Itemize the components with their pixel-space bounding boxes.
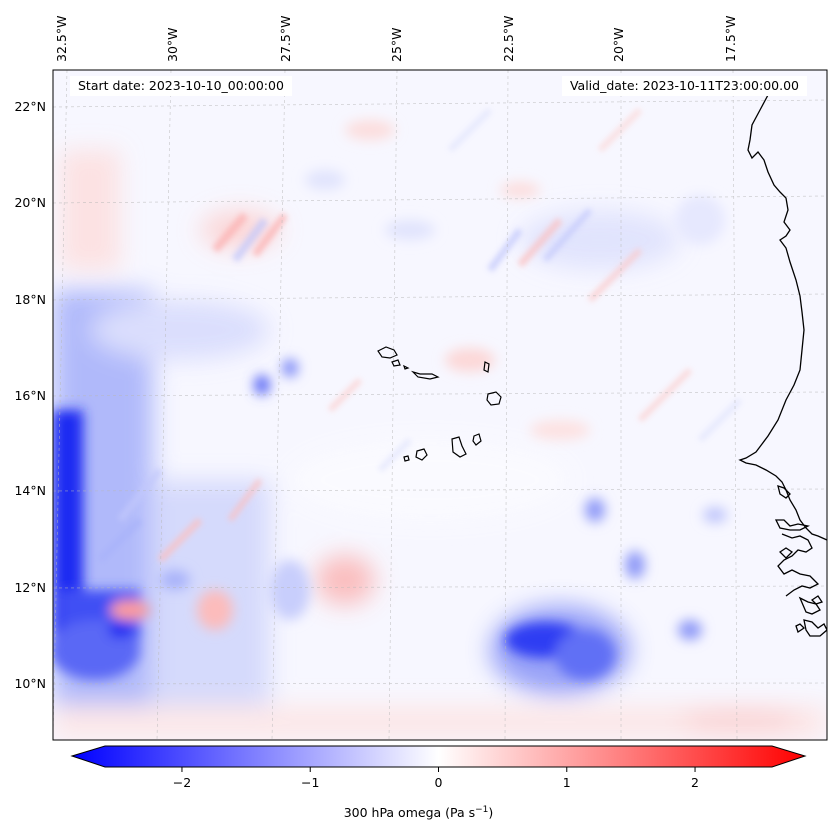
lon-label: 20°W (611, 27, 626, 62)
island-sal (483, 361, 490, 373)
colorbar-tick-label: −1 (301, 775, 319, 790)
colorbar-tick-label: −2 (173, 775, 191, 790)
start-date-label: Start date: 2023-10-10_00:00:00 (70, 76, 292, 96)
map-frame (52, 69, 828, 741)
colorbar-tick-label: 2 (691, 775, 699, 790)
colorbar-ticks: −2 −1 0 1 2 (173, 767, 699, 790)
colorbar: −2 −1 0 1 2 (70, 745, 807, 790)
island-santo-antao (377, 346, 398, 359)
island-sao-nicolau (410, 370, 440, 380)
lon-label: 17.5°W (723, 16, 738, 62)
lat-label: 22°N (14, 99, 46, 114)
lon-label: 30°W (165, 27, 180, 62)
lon-label: 32.5°W (54, 16, 69, 62)
lat-label: 10°N (14, 676, 46, 691)
colorbar-label-exponent: −1 (475, 805, 489, 815)
colorbar-bar (70, 745, 807, 768)
lon-label: 27.5°W (278, 16, 293, 62)
island-maio (472, 433, 482, 446)
lat-label: 12°N (14, 580, 46, 595)
colorbar-tick-label: 1 (563, 775, 571, 790)
lat-label: 14°N (14, 483, 46, 498)
island-sao-vicente (391, 359, 401, 367)
lon-label: 25°W (389, 27, 404, 62)
island-santa-luzia (402, 364, 410, 370)
cape-verde-islands (377, 346, 502, 462)
colorbar-label: 300 hPa omega (Pa s−1) (0, 805, 837, 820)
longitude-labels: 32.5°W 30°W 27.5°W 25°W 22.5°W 20°W 17.5… (54, 16, 738, 62)
island-brava (403, 455, 410, 462)
lat-label: 18°N (14, 292, 46, 307)
island-boa-vista (486, 391, 502, 406)
island-santiago (451, 436, 467, 458)
colorbar-label-text: 300 hPa omega (Pa s (343, 805, 476, 821)
gridlines (53, 70, 827, 740)
colorbar-label-close: ) (488, 805, 494, 821)
valid-date-label: Valid_date: 2023-10-11T23:00:00.00 (561, 76, 807, 96)
latitude-labels: 22°N 20°N 18°N 16°N 14°N 12°N 10°N (14, 99, 46, 691)
map-panel (53, 70, 827, 740)
colorbar-tick-label: 0 (435, 775, 443, 790)
africa-coastline (738, 84, 827, 637)
island-fogo (415, 448, 428, 461)
lat-label: 20°N (14, 195, 46, 210)
lon-label: 22.5°W (501, 16, 516, 62)
omega-field (53, 107, 827, 740)
lat-label: 16°N (14, 388, 46, 403)
